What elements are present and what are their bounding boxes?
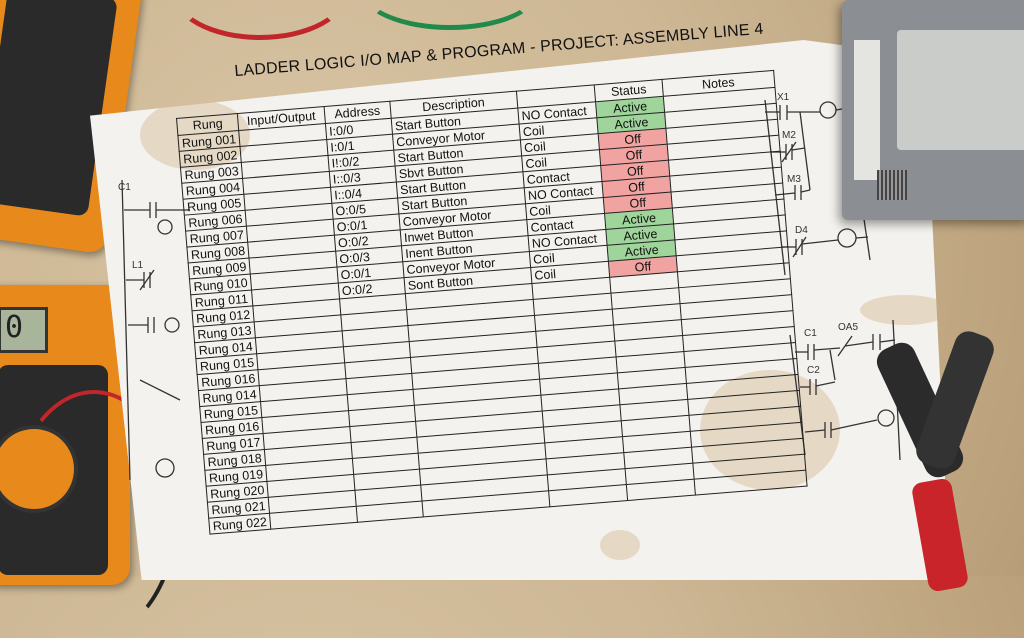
io-map-table: Rung Input/Output Address Description Status… <box>176 70 808 535</box>
ladder-diagram-left: C1 L1 <box>110 179 200 505</box>
ladder-label-m3: M3 <box>787 174 801 185</box>
ladder-label-oa5: OA5 <box>838 322 859 333</box>
io-map-document: LADDER LOGIC I/O MAP & PROGRAM - PROJECT… <box>176 21 808 535</box>
wire-strippers <box>872 327 1024 593</box>
ladder-label-l1: L1 <box>132 260 144 271</box>
ladder-label-c2: C2 <box>807 365 820 376</box>
ladder-label-x1: X1 <box>777 92 790 103</box>
red-wire <box>170 0 350 40</box>
paper-sheet <box>90 40 950 580</box>
ladder-label-d4: D4 <box>795 225 808 236</box>
plc-module <box>842 0 1024 220</box>
ladder-label-c1: C1 <box>118 182 131 193</box>
green-wire <box>360 0 540 30</box>
ladder-label-c1: C1 <box>804 328 817 339</box>
multimeter-display: 0 <box>0 307 48 353</box>
ladder-label-m2: M2 <box>782 130 796 141</box>
